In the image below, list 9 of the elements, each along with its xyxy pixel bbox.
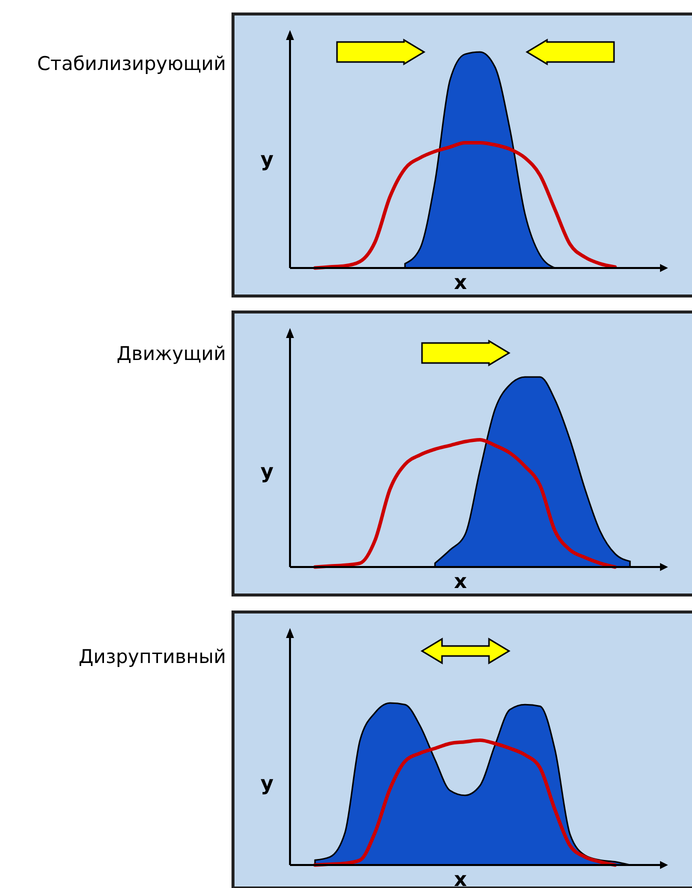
x-axis-title: x (454, 270, 468, 294)
y-axis-title: y (260, 147, 274, 171)
text: Дизруптивный (78, 646, 226, 668)
x-axis-title: x (454, 867, 468, 888)
text: Стабилизирующий (37, 53, 226, 75)
y-axis-title: y (260, 459, 274, 483)
chart-title: Движущий (116, 343, 226, 365)
x-axis-title: x (454, 569, 468, 593)
y-axis-title: y (260, 771, 274, 795)
